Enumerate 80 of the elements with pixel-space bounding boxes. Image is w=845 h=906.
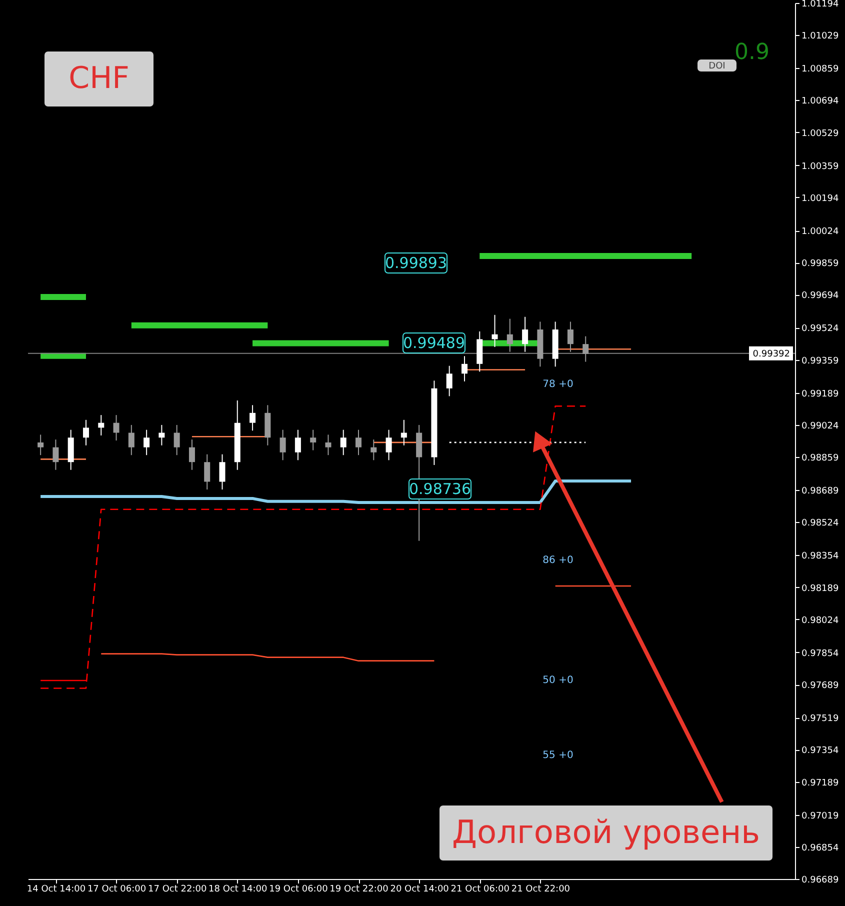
candlestick xyxy=(370,439,377,461)
candlestick xyxy=(340,429,346,456)
x-tick-label: 14 Oct 14:00 xyxy=(26,884,86,894)
y-tick-label: 0.97519 xyxy=(802,714,839,724)
y-tick-label: 0.98689 xyxy=(802,486,839,497)
y-tick-label: 1.00529 xyxy=(802,128,839,139)
x-tick-label: 19 Oct 22:00 xyxy=(330,884,389,894)
candlestick xyxy=(356,429,362,456)
annotation: 0.9 xyxy=(734,40,770,65)
candlestick xyxy=(400,419,407,446)
y-tick-label: 0.98189 xyxy=(802,584,839,594)
candlestick xyxy=(567,321,574,352)
x-tick-label: 17 Oct 06:00 xyxy=(87,884,146,894)
y-tick-label: 1.00694 xyxy=(802,96,839,107)
candlestick xyxy=(506,318,513,352)
y-tick-label: 1.01194 xyxy=(802,0,839,10)
candlestick xyxy=(219,454,226,490)
x-tick-label: 17 Oct 22:00 xyxy=(148,884,207,894)
y-tick-label: 0.97854 xyxy=(802,648,839,659)
candlestick xyxy=(82,419,89,446)
candlestick xyxy=(310,429,316,451)
annotation: DOI xyxy=(708,62,726,72)
x-tick-label: 18 Oct 14:00 xyxy=(208,884,268,894)
ref-line-label: 0.99392 xyxy=(752,349,790,360)
candlestick xyxy=(98,414,104,436)
candlestick xyxy=(113,414,120,442)
candlestick xyxy=(446,365,452,397)
y-tick-label: 1.01029 xyxy=(802,32,839,42)
candlestick xyxy=(522,316,528,352)
annotation: 0.98736 xyxy=(408,480,472,498)
y-tick-label: 0.96854 xyxy=(802,843,839,854)
candlestick xyxy=(294,429,301,461)
candlestick xyxy=(52,439,59,470)
y-tick-label: 0.97689 xyxy=(802,681,839,692)
annotation: CHF xyxy=(68,61,130,96)
y-tick-label: 0.97189 xyxy=(802,778,839,788)
y-tick-label: 0.99359 xyxy=(802,356,839,366)
candlestick xyxy=(144,429,150,456)
annotation: 0.99489 xyxy=(402,334,466,352)
x-tick-label: 19 Oct 06:00 xyxy=(269,884,328,894)
y-tick-label: 1.00024 xyxy=(802,227,839,238)
candlestick xyxy=(386,429,392,461)
candlestick xyxy=(128,424,134,456)
candlestick xyxy=(280,429,286,461)
y-tick-label: 0.97019 xyxy=(802,811,839,822)
y-tick-label: 0.98354 xyxy=(802,552,839,562)
candlestick xyxy=(38,434,44,456)
candlestick xyxy=(250,404,256,432)
candlestick xyxy=(461,356,468,382)
y-tick-label: 0.98024 xyxy=(802,616,839,626)
candlestick xyxy=(582,336,589,362)
annotation: 86 +0 xyxy=(542,555,574,566)
y-tick-label: 0.99524 xyxy=(802,324,839,334)
annotation: 50 +0 xyxy=(542,675,574,686)
x-tick-label: 20 Oct 14:00 xyxy=(390,884,450,894)
annotation: 78 +0 xyxy=(542,379,574,390)
candlestick xyxy=(158,424,165,446)
annotation: Долговой уровень xyxy=(452,813,760,851)
candlestick xyxy=(325,434,332,456)
line-series xyxy=(100,653,435,662)
y-tick-label: 0.99694 xyxy=(802,291,839,302)
candlestick xyxy=(174,424,180,456)
y-tick-label: 0.99189 xyxy=(802,389,839,400)
y-tick-label: 0.99859 xyxy=(802,259,839,270)
y-tick-label: 0.96689 xyxy=(802,876,839,886)
y-tick-label: 1.00859 xyxy=(802,64,839,75)
x-tick-label: 21 Oct 22:00 xyxy=(511,884,570,894)
y-tick-label: 0.98524 xyxy=(802,518,839,529)
x-tick-label: 21 Oct 06:00 xyxy=(450,884,510,894)
y-tick-label: 1.00359 xyxy=(802,162,839,172)
candlestick xyxy=(204,454,210,490)
candlestick xyxy=(492,314,498,348)
line-series xyxy=(39,479,633,504)
y-tick-label: 1.00194 xyxy=(802,194,839,204)
y-tick-label: 0.98859 xyxy=(802,454,839,464)
y-tick-label: 0.97354 xyxy=(802,746,839,756)
annotation: 0.99893 xyxy=(384,254,448,272)
y-tick-label: 0.99024 xyxy=(802,421,839,432)
annotation: 55 +0 xyxy=(542,750,574,761)
candlestick xyxy=(188,439,195,470)
